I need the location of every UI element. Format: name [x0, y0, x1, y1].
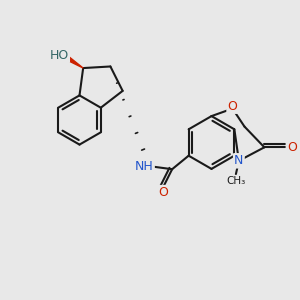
Text: CH₃: CH₃ — [226, 176, 245, 186]
Text: O: O — [287, 141, 297, 154]
Text: O: O — [158, 186, 168, 199]
Text: NH: NH — [135, 160, 154, 173]
Text: HO: HO — [50, 49, 69, 62]
Polygon shape — [65, 56, 83, 68]
Text: O: O — [228, 100, 237, 113]
Text: N: N — [234, 154, 244, 167]
